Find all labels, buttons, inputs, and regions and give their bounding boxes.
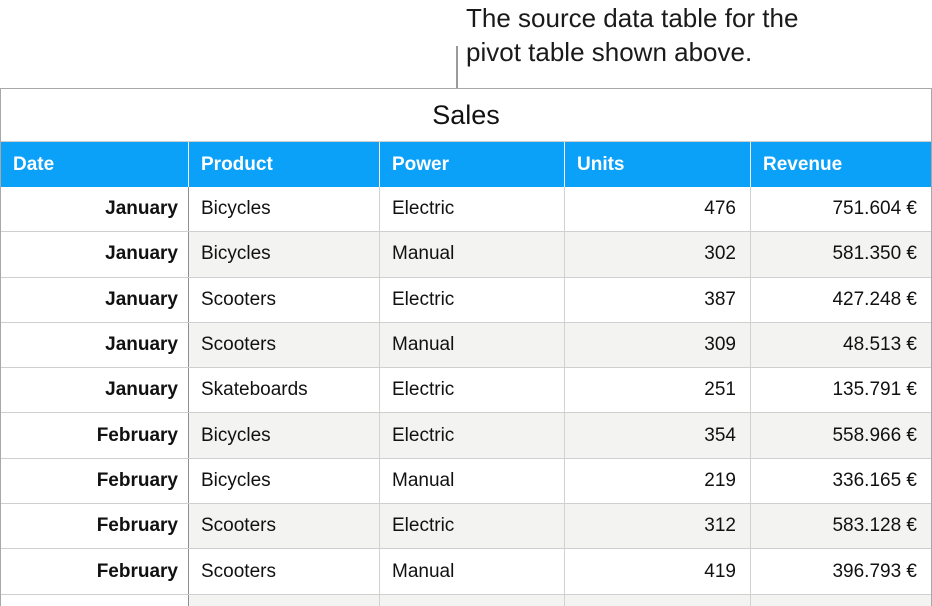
cell-revenue[interactable]: 558.966 € [750, 413, 931, 458]
cell-revenue[interactable]: 427.248 € [750, 277, 931, 322]
cell-revenue[interactable] [750, 594, 931, 606]
cell-date[interactable]: February [1, 458, 188, 504]
cell-power[interactable]: Manual [379, 232, 564, 277]
table-row: January Bicycles Manual 302 581.350 € [1, 232, 931, 278]
cell-power[interactable]: Electric [379, 368, 564, 413]
column-header-product[interactable]: Product [188, 142, 379, 187]
cell-units[interactable]: 419 [564, 549, 750, 594]
cell-power[interactable]: Manual [379, 549, 564, 594]
cell-units[interactable]: 476 [564, 187, 750, 232]
callout-leader-line [456, 46, 458, 88]
cell-date[interactable]: January [1, 368, 188, 413]
table-row: February Scooters Manual 419 396.793 € [1, 549, 931, 595]
table-row: February Bicycles Electric 354 558.966 € [1, 413, 931, 459]
table-title[interactable]: Sales [1, 89, 931, 142]
cell-power[interactable]: Manual [379, 458, 564, 504]
cell-date[interactable]: February [1, 504, 188, 549]
cell-revenue[interactable]: 396.793 € [750, 549, 931, 594]
table-row: January Skateboards Electric 251 135.791 € [1, 368, 931, 414]
cell-units[interactable]: 354 [564, 413, 750, 458]
cell-units[interactable]: 309 [564, 322, 750, 368]
cell-revenue[interactable]: 135.791 € [750, 368, 931, 413]
table-header-row: Date Product Power Units Revenue [1, 142, 931, 187]
cell-product[interactable]: Scooters [188, 322, 379, 368]
table-body: January Bicycles Electric 476 751.604 € Janua… [1, 187, 931, 606]
cell-power[interactable]: Electric [379, 187, 564, 232]
cell-date[interactable]: January [1, 232, 188, 277]
cell-units[interactable]: 302 [564, 232, 750, 277]
cell-units[interactable]: 387 [564, 277, 750, 322]
cell-revenue[interactable]: 751.604 € [750, 187, 931, 232]
cell-revenue[interactable]: 581.350 € [750, 232, 931, 277]
cell-units[interactable]: 251 [564, 368, 750, 413]
cell-date[interactable]: January [1, 277, 188, 322]
cell-revenue[interactable]: 336.165 € [750, 458, 931, 504]
table-row: February Bicycles Manual 219 336.165 € [1, 458, 931, 505]
cell-date[interactable]: January [1, 187, 188, 232]
cell-product[interactable]: Skateboards [188, 368, 379, 413]
cell-units[interactable]: 219 [564, 458, 750, 504]
cell-product[interactable]: Bicycles [188, 232, 379, 277]
cell-product[interactable]: Bicycles [188, 458, 379, 504]
table-row: January Scooters Electric 387 427.248 € [1, 277, 931, 323]
cell-power[interactable]: Electric [379, 277, 564, 322]
cell-date[interactable] [1, 594, 188, 606]
callout-line-2: pivot table shown above. [466, 37, 753, 67]
cell-product[interactable]: Bicycles [188, 187, 379, 232]
callout-line-1: The source data table for the [466, 3, 799, 33]
callout-caption: The source data table for the pivot tabl… [466, 1, 798, 69]
cell-product[interactable]: Scooters [188, 504, 379, 549]
table-row [1, 594, 931, 606]
cell-product[interactable]: Bicycles [188, 413, 379, 458]
cell-product[interactable] [188, 594, 379, 606]
column-header-units[interactable]: Units [564, 142, 750, 187]
cell-power[interactable] [379, 594, 564, 606]
cell-product[interactable]: Scooters [188, 277, 379, 322]
cell-power[interactable]: Electric [379, 413, 564, 458]
cell-revenue[interactable]: 583.128 € [750, 504, 931, 549]
column-header-power[interactable]: Power [379, 142, 564, 187]
table-row: January Bicycles Electric 476 751.604 € [1, 187, 931, 233]
cell-date[interactable]: February [1, 549, 188, 594]
cell-units[interactable]: 312 [564, 504, 750, 549]
cell-power[interactable]: Manual [379, 322, 564, 368]
cell-power[interactable]: Electric [379, 504, 564, 549]
cell-product[interactable]: Scooters [188, 549, 379, 594]
cell-revenue[interactable]: 48.513 € [750, 322, 931, 368]
table-row: January Scooters Manual 309 48.513 € [1, 322, 931, 369]
cell-date[interactable]: January [1, 322, 188, 368]
column-header-revenue[interactable]: Revenue [750, 142, 931, 187]
cell-date[interactable]: February [1, 413, 188, 458]
cell-units[interactable] [564, 594, 750, 606]
table-row: February Scooters Electric 312 583.128 € [1, 504, 931, 550]
column-header-date[interactable]: Date [13, 153, 55, 175]
source-data-table: Sales Date Product Power Units Revenue J… [0, 88, 932, 606]
